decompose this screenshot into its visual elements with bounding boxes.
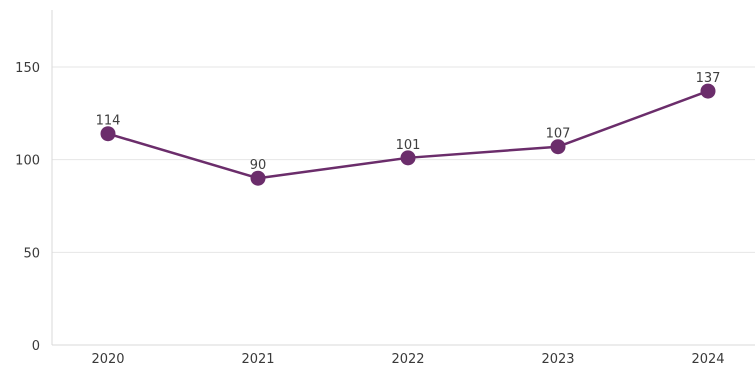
axes: [51, 10, 755, 346]
data-point-2020: [100, 126, 116, 142]
x-tick-label-2023: 2023: [541, 352, 574, 367]
data-label-2023: 107: [546, 127, 571, 142]
x-tick-label-2021: 2021: [241, 352, 274, 367]
y-tick-label-50: 50: [23, 246, 40, 261]
y-tick-labels: 0 50 100 150: [15, 61, 40, 354]
x-tick-label-2020: 2020: [91, 352, 124, 367]
data-point-2024: [700, 83, 716, 99]
data-label-2020: 114: [96, 114, 121, 129]
data-point-2021: [250, 170, 266, 186]
data-label-2022: 101: [396, 138, 421, 153]
data-point-2022: [400, 150, 416, 166]
data-points: [100, 83, 716, 186]
y-tick-label-0: 0: [32, 339, 40, 354]
data-label-2024: 137: [696, 71, 721, 86]
x-tick-label-2024: 2024: [691, 352, 724, 367]
data-label-2021: 90: [250, 158, 267, 173]
x-tick-label-2022: 2022: [391, 352, 424, 367]
data-point-2023: [550, 139, 566, 155]
x-tick-labels: 2020 2021 2022 2023 2024: [91, 352, 724, 367]
y-tick-label-100: 100: [15, 154, 40, 169]
data-labels: 114 90 101 107 137: [96, 71, 721, 173]
y-tick-label-150: 150: [15, 61, 40, 76]
